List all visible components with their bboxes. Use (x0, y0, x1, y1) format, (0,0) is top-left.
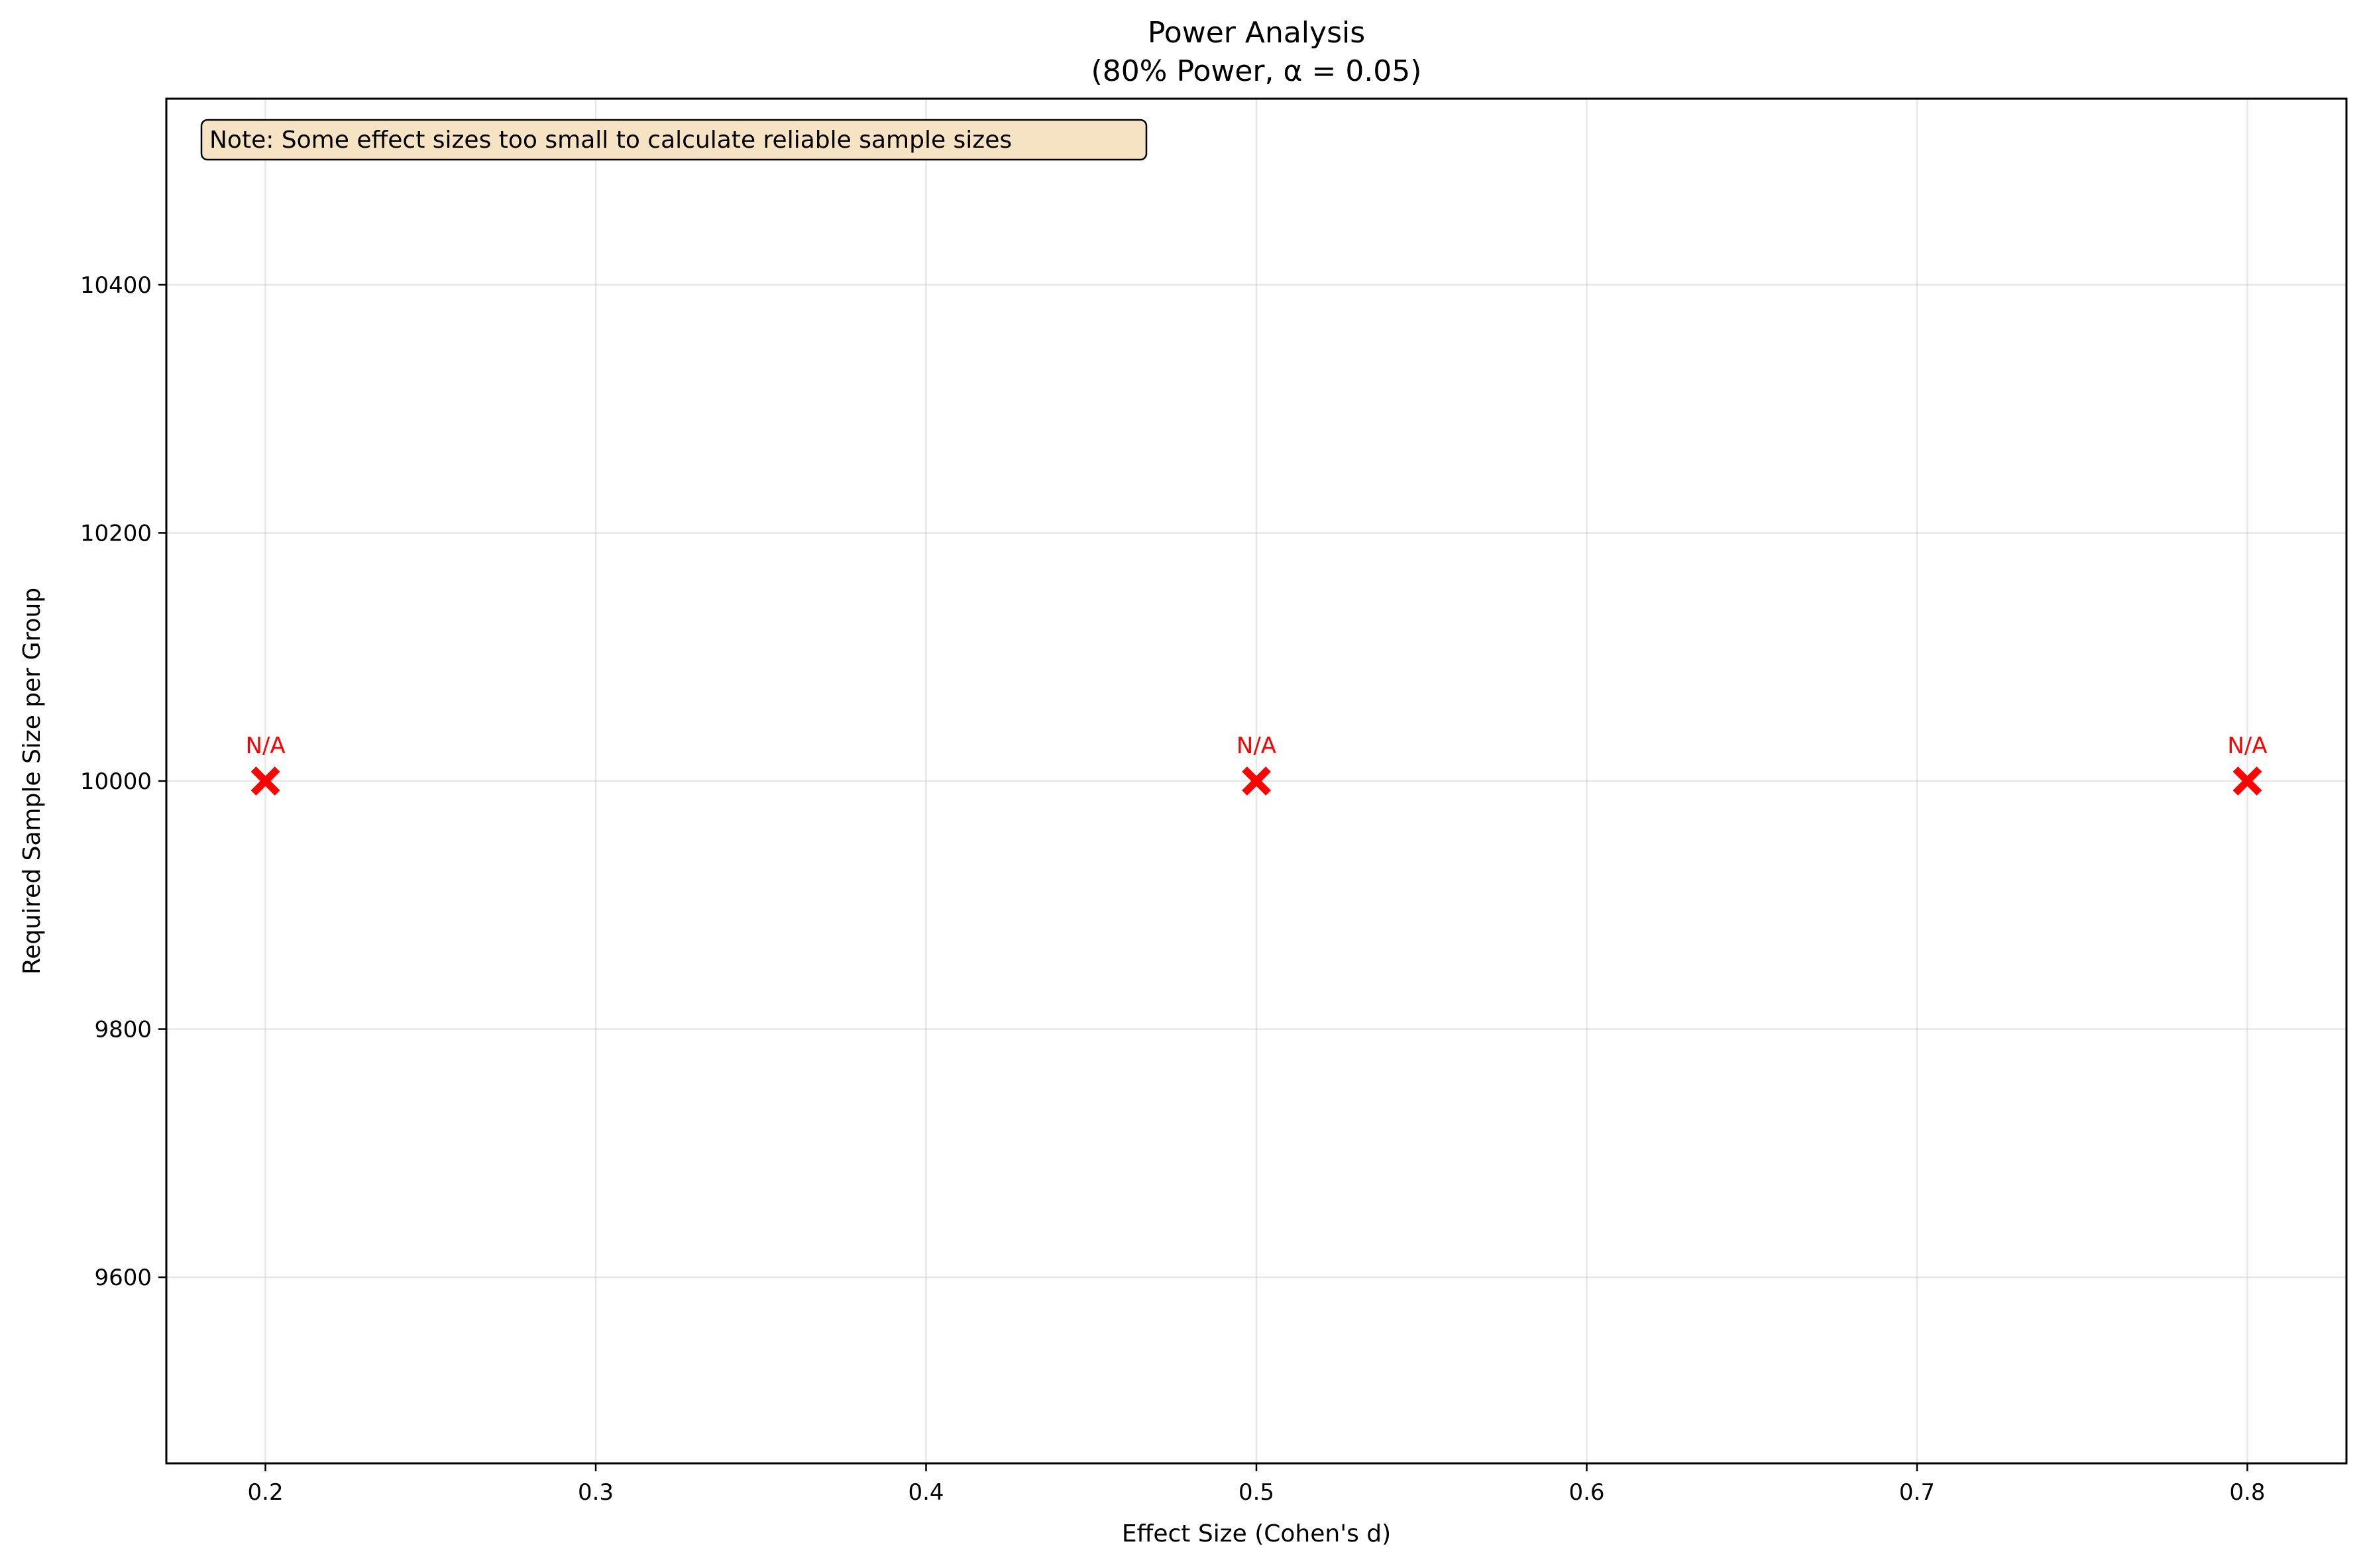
marker-stroke (2232, 766, 2262, 796)
grid (166, 99, 2346, 1463)
note-annotation: Note: Some effect sizes too small to cal… (200, 119, 1148, 161)
y-tick-label: 9600 (94, 1265, 152, 1291)
note-text: Note: Some effect sizes too small to cal… (209, 127, 1012, 154)
y-tick-label: 10200 (80, 520, 152, 547)
chart-subtitle: (80% Power, α = 0.05) (1091, 54, 1422, 88)
y-tick-label: 9800 (94, 1017, 152, 1043)
chart-title: Power Analysis (1148, 16, 1365, 50)
x-tick-label: 0.4 (908, 1479, 944, 1506)
x-tick-label: 0.6 (1568, 1479, 1604, 1506)
x-tick-label: 0.7 (1899, 1479, 1935, 1506)
data-point-x-marker (2232, 766, 2262, 796)
data-points: N/A N/A N/A (245, 733, 2268, 796)
data-label: N/A (2227, 733, 2267, 759)
x-tick-label: 0.2 (248, 1479, 284, 1506)
y-axis-label: Required Sample Size per Group (19, 588, 46, 974)
y-tick-label: 10000 (80, 768, 152, 795)
data-label: N/A (1237, 733, 1276, 759)
ticks: 0.2 0.3 0.4 0.5 0.6 0.7 0.8 9600 9800 10000 10200 1… (80, 272, 2266, 1506)
data-label: N/A (245, 733, 285, 759)
x-tick-label: 0.8 (2229, 1479, 2265, 1506)
data-point-x-marker (1242, 766, 1271, 796)
x-tick-label: 0.5 (1238, 1479, 1274, 1506)
y-tick-label: 10400 (80, 272, 152, 299)
x-axis-label: Effect Size (Cohen's d) (1122, 1520, 1391, 1547)
data-point-x-marker (250, 766, 280, 796)
plot-area-frame (165, 97, 2348, 1465)
note-box (200, 119, 1148, 161)
marker-stroke (250, 766, 280, 796)
marker-stroke (1242, 766, 1271, 796)
x-tick-label: 0.3 (578, 1479, 614, 1506)
